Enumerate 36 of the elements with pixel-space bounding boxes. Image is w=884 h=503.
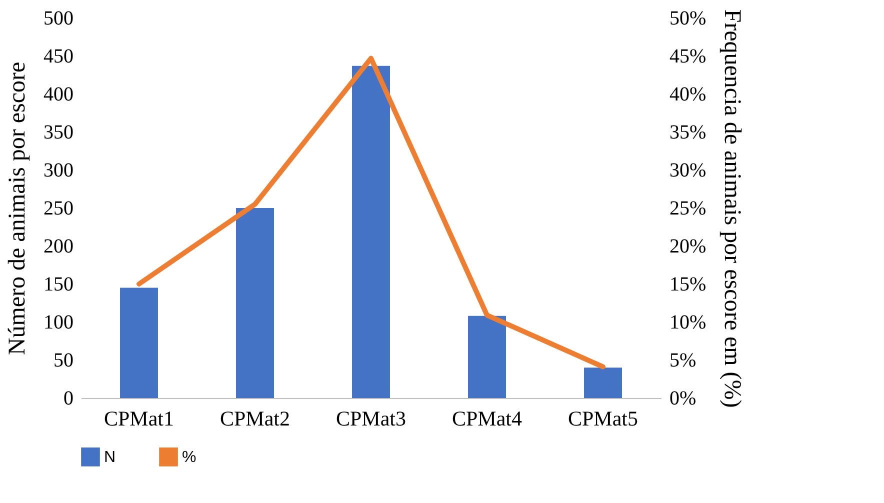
x-tick-label: CPMat2 — [220, 406, 290, 430]
y2-tick-label: 50% — [670, 8, 706, 30]
y2-tick-label: 35% — [670, 122, 706, 144]
y-axis-title: Número de animais por escore — [4, 62, 30, 356]
legend-label: N — [104, 448, 116, 466]
y2-axis-title: Frequencia de animais por escore em (%) — [719, 9, 746, 408]
y-tick-label: 50 — [54, 350, 74, 372]
y2-tick-label: 45% — [670, 46, 706, 68]
y-tick-label: 0 — [64, 388, 74, 410]
y-tick-label: 400 — [44, 84, 74, 106]
bar — [120, 288, 158, 398]
y2-tick-label: 5% — [670, 350, 696, 372]
y-tick-label: 500 — [44, 8, 74, 30]
y-tick-label: 350 — [44, 122, 74, 144]
y2-tick-label: 15% — [670, 274, 706, 296]
y2-tick-label: 10% — [670, 312, 706, 334]
y2-tick-label: 20% — [670, 236, 706, 258]
y-tick-label: 300 — [44, 160, 74, 182]
bar — [352, 66, 390, 398]
y-tick-label: 450 — [44, 46, 74, 68]
y-tick-label: 150 — [44, 274, 74, 296]
x-tick-label: CPMat4 — [452, 406, 523, 430]
y2-tick-label: 40% — [670, 84, 706, 106]
y-tick-label: 100 — [44, 312, 74, 334]
y2-tick-label: 0% — [670, 388, 696, 410]
x-tick-label: CPMat5 — [568, 406, 638, 430]
x-tick-label: CPMat1 — [104, 406, 174, 430]
y-tick-label: 200 — [44, 236, 74, 258]
y2-tick-label: 25% — [670, 198, 706, 220]
x-tick-label: CPMat3 — [336, 406, 406, 430]
bar — [468, 316, 506, 398]
bar — [236, 208, 274, 398]
bar — [584, 368, 622, 398]
y2-tick-label: 30% — [670, 160, 706, 182]
y-tick-label: 250 — [44, 198, 74, 220]
legend-label: % — [182, 448, 196, 466]
